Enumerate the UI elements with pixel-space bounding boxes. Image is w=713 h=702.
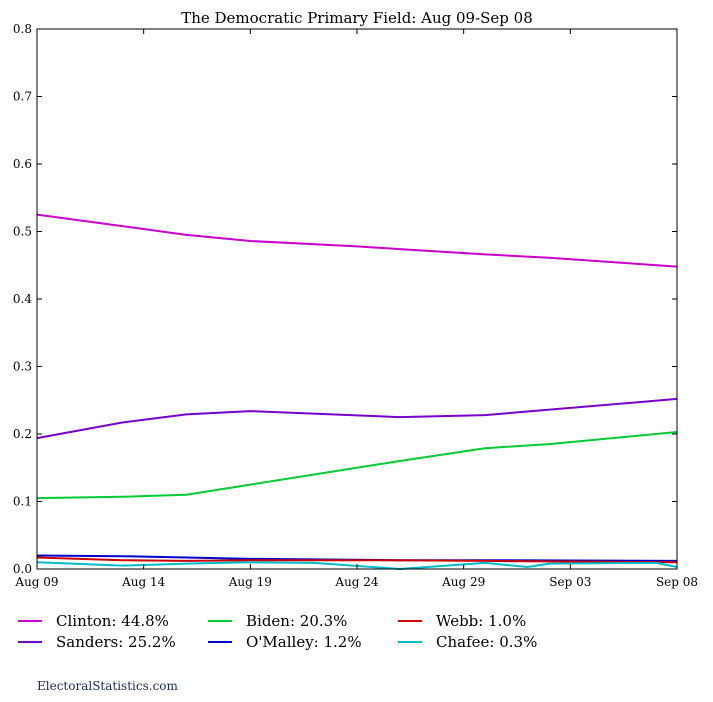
x-tick-label: Aug 24 bbox=[334, 575, 379, 589]
legend-item: Chafee: 0.3% bbox=[398, 633, 537, 651]
legend-item: Clinton: 44.8% bbox=[18, 612, 169, 630]
chart-title: The Democratic Primary Field: Aug 09-Sep… bbox=[181, 9, 533, 27]
y-tick-label: 0.8 bbox=[13, 22, 32, 36]
line-chart: The Democratic Primary Field: Aug 09-Sep… bbox=[13, 9, 698, 589]
x-tick-label: Aug 29 bbox=[441, 575, 485, 589]
y-tick-label: 0.1 bbox=[13, 495, 32, 509]
legend-swatch bbox=[18, 641, 42, 643]
x-tick-label: Aug 09 bbox=[14, 575, 58, 589]
legend-label: Biden: 20.3% bbox=[246, 612, 348, 630]
legend-item: Biden: 20.3% bbox=[208, 612, 347, 630]
series-line-0 bbox=[36, 213, 678, 268]
x-tick-label: Aug 14 bbox=[121, 575, 166, 589]
series-line-4 bbox=[36, 556, 678, 564]
plot-area: 0.0 0.1 0.2 0.3 0.4 0.5 0.6 0.7 0.8 Aug 09 Aug 14 A… bbox=[13, 22, 698, 589]
footer-credit: ElectoralStatistics.com bbox=[37, 679, 178, 693]
y-tick-label: 0.4 bbox=[13, 292, 32, 306]
y-tick-label: 0.5 bbox=[13, 225, 32, 239]
x-tick-label: Sep 03 bbox=[549, 575, 591, 589]
x-tick-label: Sep 08 bbox=[656, 575, 698, 589]
legend-label: Clinton: 44.8% bbox=[56, 612, 169, 630]
legend-item: Sanders: 25.2% bbox=[18, 633, 176, 651]
legend-label: Chafee: 0.3% bbox=[436, 633, 538, 651]
y-tick-label: 0.3 bbox=[13, 360, 32, 374]
series-line-2 bbox=[36, 431, 678, 500]
series-line-1 bbox=[36, 397, 678, 440]
plot-frame bbox=[36, 28, 678, 570]
y-tick-label: 0.7 bbox=[13, 90, 32, 104]
legend-swatch bbox=[398, 620, 422, 622]
legend-label: Webb: 1.0% bbox=[436, 612, 527, 630]
x-tick-label: Aug 19 bbox=[228, 575, 272, 589]
y-tick-label: 0.6 bbox=[13, 157, 32, 171]
legend-label: O'Malley: 1.2% bbox=[246, 633, 362, 651]
legend-label: Sanders: 25.2% bbox=[56, 633, 176, 651]
legend-swatch bbox=[208, 620, 232, 622]
legend-item: Webb: 1.0% bbox=[398, 612, 526, 630]
y-tick-label: 0.0 bbox=[13, 562, 32, 576]
legend-swatch bbox=[208, 641, 232, 643]
legend-swatch bbox=[18, 620, 42, 622]
y-tick-label: 0.2 bbox=[13, 427, 32, 441]
legend-item: O'Malley: 1.2% bbox=[208, 633, 362, 651]
legend-swatch bbox=[398, 641, 422, 643]
